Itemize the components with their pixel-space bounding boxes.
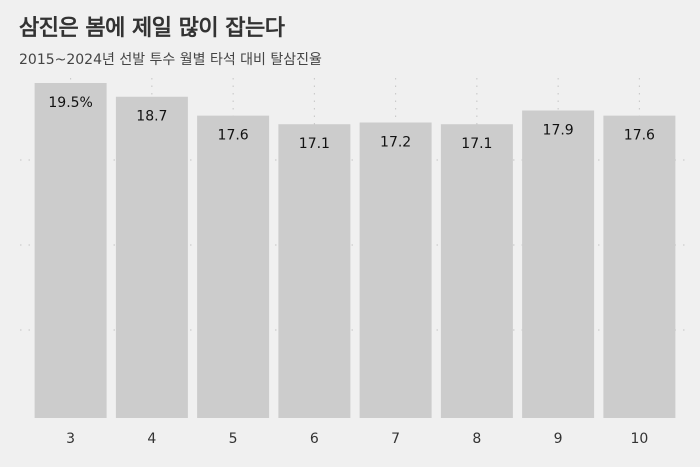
bars: 19.5% 18.7 17.6 17.1 17.2 17.1 17.9 17.6 [34,83,676,419]
chart-subtitle: 2015~2024년 선발 투수 월별 타석 대비 탈삼진율 [19,52,322,68]
x-tick-label: 10 [630,431,648,447]
x-tick-label: 9 [554,431,563,447]
bar [34,83,107,418]
bar-value-label: 18.7 [136,109,167,125]
bar-value-label: 17.6 [218,128,249,144]
bar-value-label: 19.5% [48,95,92,111]
x-tick-label: 6 [310,431,319,447]
x-tick-label: 5 [229,431,238,447]
bar [440,124,513,418]
bar-value-label: 17.1 [299,136,330,152]
bar-value-label: 17.9 [543,122,574,138]
bar-value-label: 17.1 [461,136,492,152]
x-tick-label: 4 [147,431,156,447]
bar-value-label: 17.6 [624,128,655,144]
x-tick-label: 8 [472,431,481,447]
bar-value-label: 17.2 [380,135,411,151]
x-tick-label: 3 [66,431,75,447]
bar [197,115,270,419]
bar [603,115,676,419]
bar [359,122,432,418]
bar [522,110,595,418]
x-tick-label: 7 [391,431,400,447]
bar [278,124,351,418]
chart-title: 삼진은 봄에 제일 많이 잡는다 [19,16,285,41]
bar [115,96,188,418]
